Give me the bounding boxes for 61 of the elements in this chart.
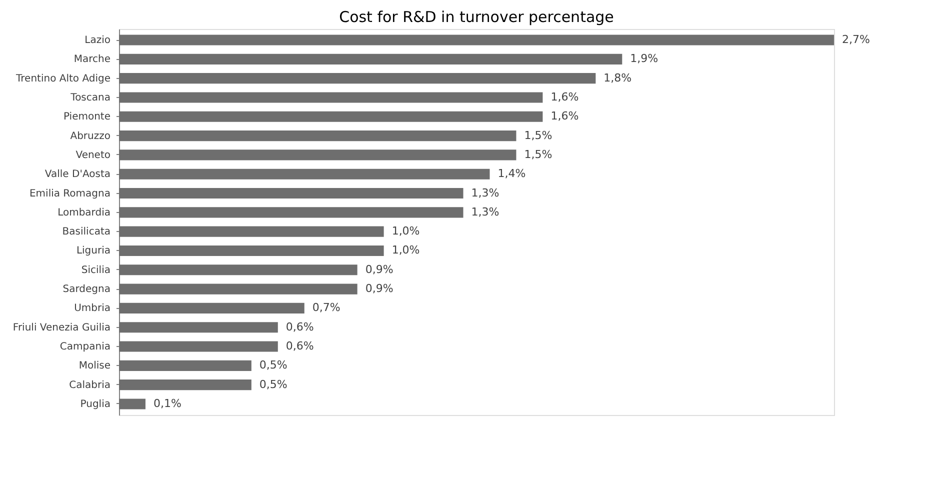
- y-tick-label: Friuli Venezia Guilia: [12, 322, 110, 334]
- data-label: 0,6%: [286, 320, 314, 334]
- bar: [119, 398, 146, 410]
- data-label: 1,3%: [471, 205, 500, 218]
- data-label: 1,5%: [524, 128, 552, 142]
- y-tick-label: Lombardia: [58, 207, 110, 218]
- data-label: 0,1%: [153, 396, 182, 410]
- y-tick-label: Basilicata: [62, 226, 110, 238]
- data-label: 0,9%: [365, 262, 394, 276]
- bar: [119, 341, 278, 352]
- bar: [119, 150, 516, 160]
- bar: [119, 322, 278, 333]
- y-tick-label: Valle D'Aosta: [44, 169, 110, 180]
- data-label: 1,3%: [471, 186, 500, 200]
- y-tick-label: Toscana: [70, 92, 110, 104]
- bar: [119, 302, 304, 314]
- y-tick-label: Puglia: [80, 398, 110, 410]
- bar: [119, 130, 516, 142]
- bar: [119, 92, 543, 103]
- data-label: 1,8%: [604, 71, 632, 84]
- data-label: 1,5%: [524, 148, 552, 161]
- data-label: 0,5%: [259, 378, 288, 391]
- data-label: 0,5%: [259, 358, 288, 372]
- bar: [119, 264, 358, 276]
- data-label: 2,7%: [842, 33, 870, 46]
- data-label: 1,0%: [392, 224, 420, 238]
- y-tick-label: Campania: [60, 342, 110, 353]
- data-label: 1,6%: [550, 90, 579, 104]
- bar: [119, 245, 384, 256]
- bar: [119, 226, 384, 237]
- data-label: 0,9%: [365, 282, 394, 296]
- y-tick-label: Trentino Alto Adige: [15, 73, 110, 84]
- data-label: 1,0%: [392, 244, 420, 257]
- bar: [119, 54, 622, 64]
- chart-title: Cost for R&D in turnover percentage: [339, 8, 614, 26]
- y-tick-label: Piemonte: [63, 112, 110, 123]
- bar: [119, 380, 252, 390]
- data-label: 0,6%: [286, 340, 314, 353]
- y-tick-label: Sicilia: [81, 264, 110, 276]
- y-tick-label: Veneto: [76, 150, 110, 161]
- y-tick-label: Sardegna: [62, 284, 110, 296]
- y-tick-label: Marche: [74, 54, 110, 66]
- data-label: 1,4%: [498, 167, 526, 180]
- y-tick-label: Lazio: [84, 35, 110, 46]
- y-tick-label: Umbria: [74, 303, 110, 314]
- bar: [119, 34, 834, 46]
- bar: [119, 168, 490, 180]
- y-tick-label: Liguria: [76, 246, 110, 257]
- y-tick-label: Emilia Romagna: [29, 188, 110, 200]
- bar: [119, 207, 464, 218]
- bar: [119, 284, 358, 294]
- data-label: 1,6%: [550, 110, 579, 123]
- bar: [119, 111, 543, 122]
- y-tick-label: Abruzzo: [70, 130, 110, 142]
- bar: [119, 73, 596, 84]
- bar: [119, 360, 252, 371]
- y-tick-label: Molise: [78, 360, 110, 372]
- y-tick-label: Calabria: [69, 380, 110, 391]
- bar: [119, 188, 464, 199]
- data-label: 1,9%: [630, 52, 658, 66]
- data-label: 0,7%: [312, 301, 340, 314]
